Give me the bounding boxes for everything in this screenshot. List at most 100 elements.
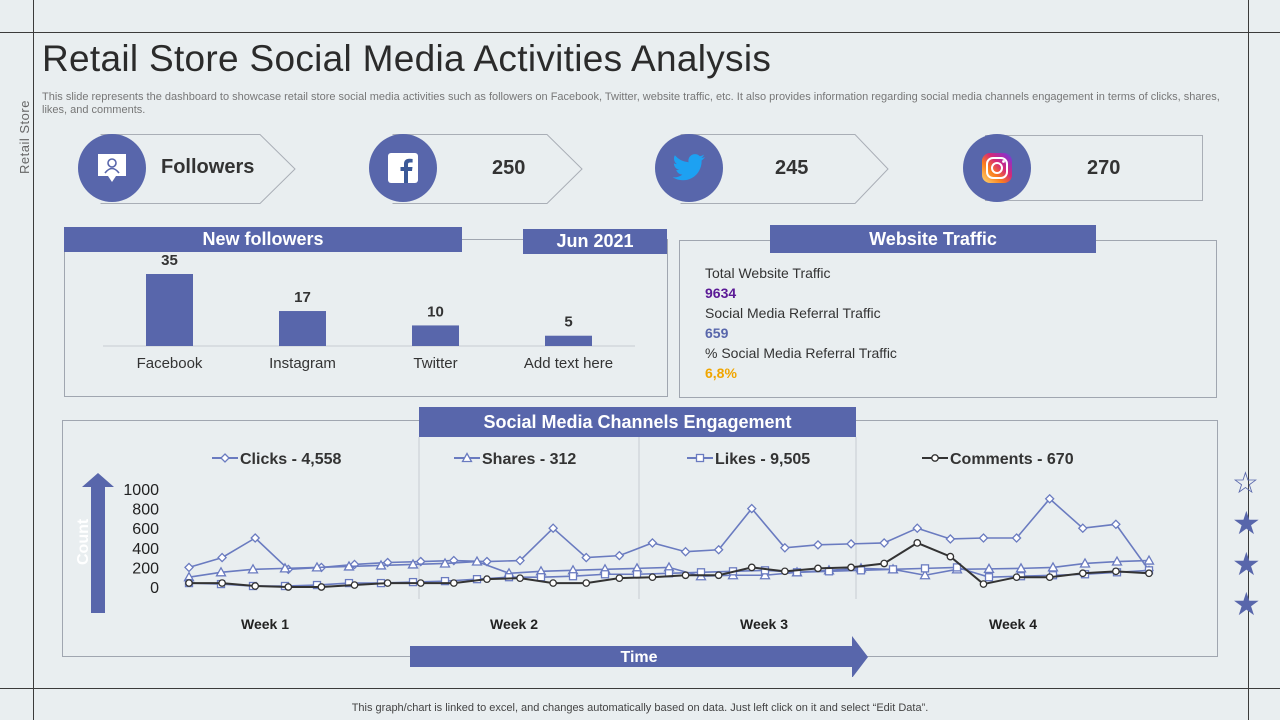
legend-label: Clicks - 4,558 bbox=[240, 451, 342, 468]
marker-square bbox=[888, 565, 898, 574]
y-axis-arrow bbox=[82, 473, 114, 613]
marker-diamond bbox=[614, 550, 625, 561]
marker-diamond bbox=[746, 503, 757, 514]
marker-circle bbox=[946, 552, 955, 561]
referral-traffic-value: 659 bbox=[705, 325, 729, 341]
marker-triangle bbox=[311, 561, 323, 572]
facebook-followers-count: 250 bbox=[492, 157, 526, 179]
marker-circle bbox=[913, 539, 922, 547]
instagram-icon bbox=[963, 134, 1031, 202]
legend-item: Clicks - 4,558 bbox=[212, 451, 342, 468]
star-icon: ★ bbox=[1232, 505, 1261, 541]
facebook-arrow-box bbox=[392, 134, 583, 204]
marker-diamond bbox=[184, 562, 194, 573]
marker-diamond bbox=[846, 538, 856, 549]
y-tick-label: 600 bbox=[132, 521, 159, 538]
marker-square bbox=[856, 566, 866, 575]
marker-square bbox=[504, 573, 514, 582]
marker-circle bbox=[251, 582, 260, 590]
marker-circle bbox=[185, 579, 193, 587]
marker-triangle bbox=[919, 569, 931, 580]
marker-triangle bbox=[1143, 554, 1155, 565]
bar-value-label: 17 bbox=[294, 289, 311, 306]
bar-value-label: 5 bbox=[564, 314, 572, 331]
marker-circle bbox=[516, 574, 524, 583]
bar-facebook bbox=[146, 274, 193, 346]
side-label: Retail Store bbox=[17, 100, 32, 174]
marker-diamond bbox=[879, 537, 890, 548]
twitter-arrow-box bbox=[680, 134, 889, 204]
marker-diamond bbox=[713, 544, 724, 555]
y-axis-label: Count bbox=[75, 518, 92, 565]
marker-circle bbox=[549, 579, 557, 587]
new-followers-bar-chart: 35 Facebook 17 Instagram 10 Twitter 5 Add text … bbox=[103, 252, 635, 372]
legend-item: Likes - 9,505 bbox=[687, 451, 810, 468]
star-icon: ★ bbox=[1232, 586, 1261, 622]
page-title: Retail Store Social Media Activities Ana… bbox=[42, 38, 772, 79]
marker-square bbox=[792, 568, 802, 577]
new-followers-banner: New followers bbox=[64, 227, 462, 252]
twitter-icon bbox=[655, 134, 723, 202]
marker-triangle bbox=[375, 559, 387, 570]
marker-diamond bbox=[1110, 519, 1121, 530]
bar-add-text-here bbox=[545, 335, 592, 346]
marker-square bbox=[952, 563, 962, 572]
marker-circle bbox=[747, 563, 756, 572]
bar-category-label: Instagram bbox=[269, 355, 336, 372]
marker-diamond bbox=[813, 539, 823, 550]
marker-circle bbox=[1012, 573, 1021, 582]
marker-diamond bbox=[647, 537, 658, 548]
marker-diamond bbox=[1077, 523, 1088, 534]
legend-label: Likes - 9,505 bbox=[715, 451, 810, 468]
marker-diamond bbox=[945, 534, 956, 544]
marker-circle bbox=[781, 567, 789, 576]
marker-circle bbox=[383, 579, 392, 587]
marker-circle bbox=[615, 574, 624, 583]
marker-diamond bbox=[250, 533, 261, 543]
marker-circle bbox=[814, 564, 822, 573]
marker-circle bbox=[714, 571, 723, 580]
bar-category-label: Facebook bbox=[137, 355, 203, 372]
x-axis-arrow bbox=[410, 636, 868, 677]
marker-diamond bbox=[680, 546, 691, 557]
marker-square bbox=[695, 453, 705, 463]
marker-circle bbox=[880, 559, 889, 568]
marker-circle bbox=[350, 581, 359, 589]
week-label: Week 1 bbox=[241, 616, 289, 632]
x-axis-label: Time bbox=[620, 649, 657, 666]
marker-circle bbox=[681, 571, 690, 580]
marker-square bbox=[984, 573, 994, 582]
total-traffic-value: 9634 bbox=[705, 285, 737, 301]
page-subtitle: This slide represents the dashboard to s… bbox=[42, 91, 1220, 116]
marker-circle bbox=[931, 454, 939, 462]
marker-triangle bbox=[439, 557, 451, 568]
total-traffic-label: Total Website Traffic bbox=[705, 265, 831, 281]
pct-referral-label: % Social Media Referral Traffic bbox=[705, 345, 897, 361]
bar-category-label: Add text here bbox=[524, 355, 613, 372]
facebook-icon bbox=[369, 134, 437, 202]
legend-label: Comments - 670 bbox=[950, 451, 1074, 468]
star-icon: ★ bbox=[1232, 546, 1261, 582]
instagram-followers-count: 270 bbox=[1087, 157, 1121, 179]
marker-circle bbox=[1145, 569, 1153, 578]
bar-value-label: 35 bbox=[161, 252, 178, 269]
marker-circle bbox=[648, 573, 657, 582]
y-tick-label: 800 bbox=[132, 502, 159, 519]
engagement-banner: Social Media Channels Engagement bbox=[419, 407, 856, 437]
website-traffic-banner: Website Traffic bbox=[770, 225, 1096, 253]
marker-diamond bbox=[217, 552, 228, 563]
marker-circle bbox=[449, 579, 458, 587]
marker-triangle bbox=[461, 452, 473, 463]
legend-label: Shares - 312 bbox=[482, 451, 576, 468]
y-tick-label: 200 bbox=[132, 560, 159, 577]
followers-arrow-box bbox=[100, 134, 296, 204]
marker-circle bbox=[416, 579, 425, 587]
marker-triangle bbox=[215, 566, 227, 577]
marker-triangle bbox=[247, 563, 259, 574]
marker-circle bbox=[847, 563, 855, 572]
marker-circle bbox=[284, 583, 293, 591]
marker-diamond bbox=[548, 523, 559, 534]
marker-triangle bbox=[1111, 555, 1123, 566]
bar-value-label: 10 bbox=[427, 303, 444, 320]
marker-triangle bbox=[1079, 557, 1091, 568]
